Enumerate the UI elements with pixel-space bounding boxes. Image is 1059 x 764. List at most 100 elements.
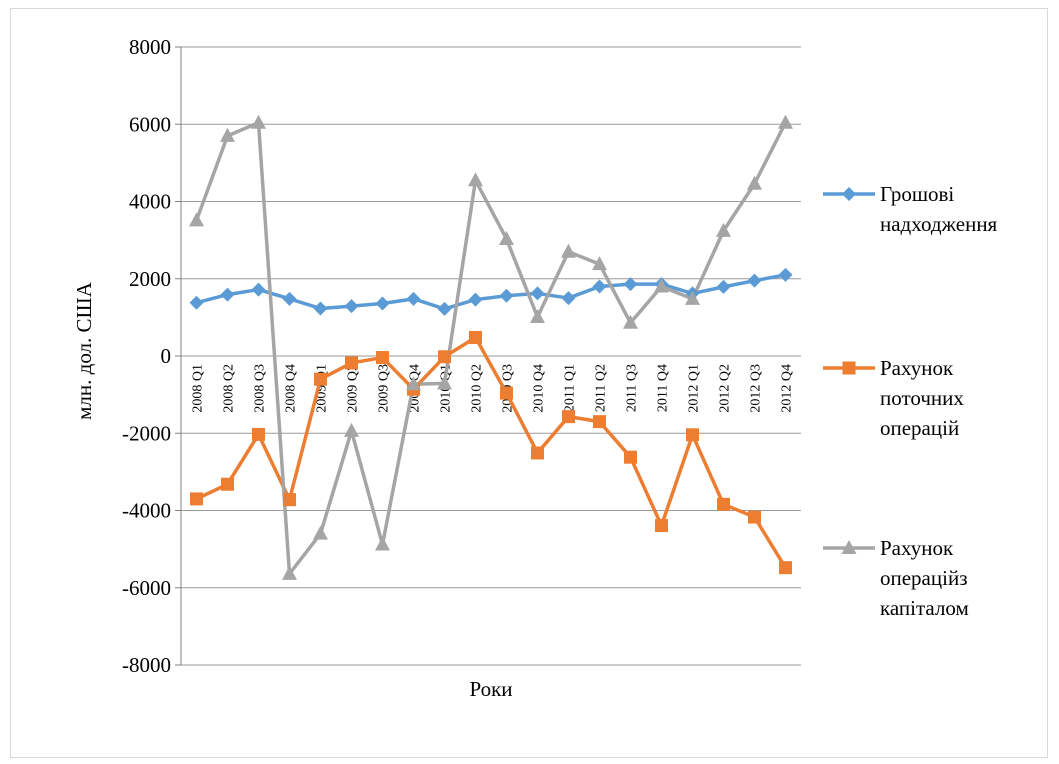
data-point <box>437 301 452 316</box>
data-point <box>468 292 483 307</box>
series-markers <box>189 114 793 580</box>
data-point <box>779 561 792 575</box>
data-point <box>375 296 390 311</box>
data-point <box>345 356 358 370</box>
data-point <box>438 350 451 364</box>
data-point <box>562 410 575 424</box>
x-tick-label: 2010 Q4 <box>532 364 547 413</box>
data-point <box>406 291 421 306</box>
legend-label: поточних <box>880 386 964 410</box>
x-tick-label: 2011 Q4 <box>656 364 671 412</box>
y-axis-title: млн. дол. США <box>72 281 96 420</box>
data-point <box>624 450 637 464</box>
data-point <box>655 519 668 533</box>
x-tick-label: 2008 Q4 <box>284 364 299 413</box>
legend-label: Грошові <box>880 182 954 206</box>
x-tick-label: 2009 Q3 <box>377 364 392 413</box>
data-point <box>344 422 359 437</box>
y-tick-label: -6000 <box>122 576 171 600</box>
data-point <box>251 114 266 129</box>
data-point <box>252 427 265 441</box>
y-tick-label: 6000 <box>129 112 171 136</box>
data-point <box>531 446 544 460</box>
data-point <box>469 330 482 344</box>
data-point <box>623 314 638 329</box>
data-point <box>561 243 576 258</box>
legend-label: надходження <box>880 212 998 236</box>
legend-label: Рахунок <box>880 356 954 380</box>
data-point <box>499 288 514 303</box>
x-tick-label: 2010 Q2 <box>470 364 485 413</box>
data-point <box>530 308 545 323</box>
data-point <box>189 212 204 227</box>
data-point <box>685 290 700 305</box>
x-tick-label: 2012 Q4 <box>780 364 795 413</box>
data-point <box>716 222 731 237</box>
data-point <box>748 510 761 524</box>
data-point <box>592 256 607 271</box>
y-tick-label: 0 <box>161 344 172 368</box>
x-tick-label: 2011 Q3 <box>625 364 640 412</box>
x-tick-label: 2008 Q1 <box>191 364 206 413</box>
data-point <box>561 291 576 306</box>
legend-label: капіталом <box>880 596 969 620</box>
data-point <box>530 286 545 301</box>
data-point <box>406 376 421 391</box>
data-point <box>437 375 452 390</box>
series-line <box>195 335 787 569</box>
x-tick-label: 2012 Q1 <box>687 364 702 413</box>
data-point <box>313 301 328 316</box>
data-point <box>220 127 235 142</box>
data-point <box>282 565 297 580</box>
legend-label: операцій <box>880 416 959 440</box>
data-point <box>190 492 203 506</box>
x-tick-label: 2012 Q2 <box>718 364 733 413</box>
x-tick-label: 2011 Q2 <box>594 364 609 412</box>
legend-marker <box>842 187 856 201</box>
series-line <box>194 120 788 576</box>
legend: Грошові надходження Рахунок поточних операці… <box>823 182 998 620</box>
data-point <box>623 277 638 292</box>
data-point <box>189 295 204 310</box>
data-point <box>500 386 513 400</box>
data-point <box>220 287 235 302</box>
data-point <box>592 279 607 294</box>
data-point <box>468 172 483 187</box>
data-point <box>778 114 793 129</box>
data-point <box>314 372 327 386</box>
x-axis-title: Роки <box>469 677 512 701</box>
data-point <box>283 493 296 507</box>
data-point <box>654 278 669 293</box>
data-point <box>593 415 606 429</box>
legend-label: операційз <box>880 566 968 590</box>
y-tick-label: 2000 <box>129 267 171 291</box>
data-point <box>375 536 390 551</box>
x-axis: 2008 Q1 2008 Q2 2008 Q3 2008 Q4 2009 Q1 2009 … <box>191 364 795 413</box>
x-tick-label: 2011 Q1 <box>563 364 578 412</box>
y-axis: 8000 6000 4000 2000 0 -2000 -4000 -6000 -8000 <box>122 35 182 677</box>
y-tick-label: -2000 <box>122 421 171 445</box>
y-tick-label: -4000 <box>122 499 171 523</box>
data-point <box>499 230 514 245</box>
data-point <box>282 291 297 306</box>
data-point <box>376 351 389 365</box>
x-tick-label: 2009 Q2 <box>346 364 361 413</box>
chart-frame: 8000 6000 4000 2000 0 -2000 -4000 -6000 -8000 20… <box>10 8 1048 758</box>
x-tick-label: 2008 Q2 <box>222 364 237 413</box>
data-point <box>221 477 234 491</box>
legend-marker <box>841 540 857 554</box>
data-point <box>778 267 793 282</box>
legend-label: Рахунок <box>880 536 954 560</box>
data-point <box>344 299 359 314</box>
y-tick-label: 8000 <box>129 35 171 59</box>
data-point <box>747 175 762 190</box>
data-point <box>747 273 762 288</box>
x-tick-label: 2012 Q3 <box>749 364 764 413</box>
y-tick-label: 4000 <box>129 190 171 214</box>
data-point <box>686 428 699 442</box>
data-point <box>717 497 730 511</box>
y-tick-label: -8000 <box>122 653 171 677</box>
legend-marker <box>842 361 856 375</box>
data-point <box>251 282 266 297</box>
line-chart: 8000 6000 4000 2000 0 -2000 -4000 -6000 -8000 20… <box>72 35 998 701</box>
